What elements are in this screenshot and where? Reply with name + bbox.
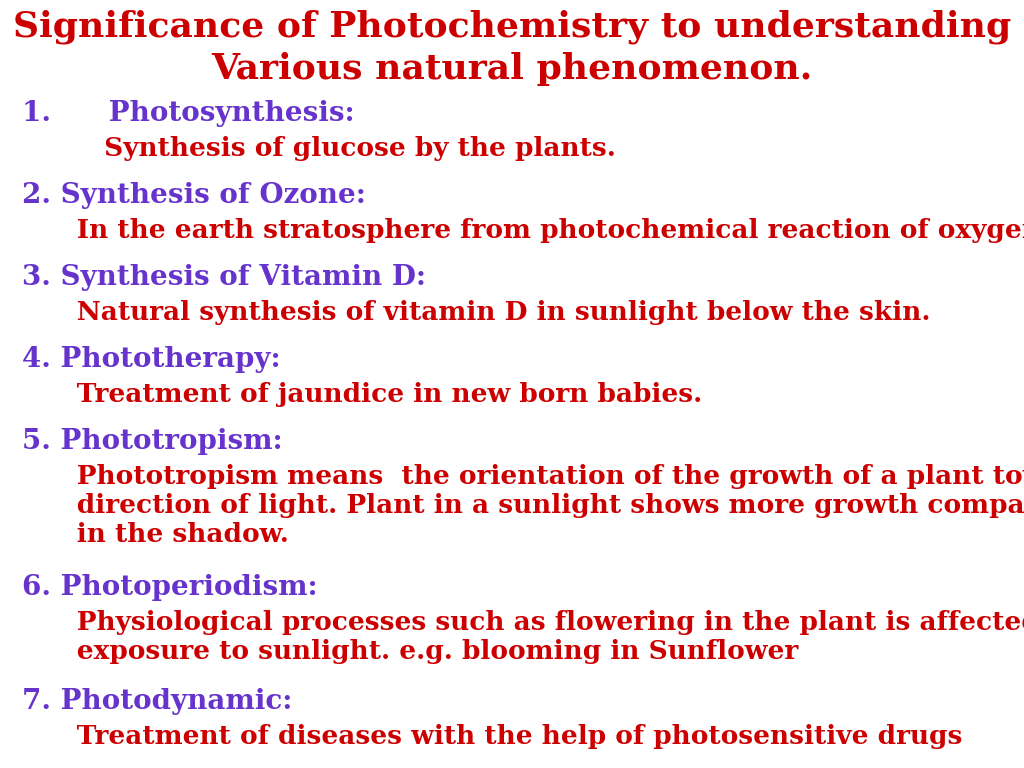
Text: 4. Phototherapy:: 4. Phototherapy: <box>22 346 281 373</box>
Text: 7. Photodynamic:: 7. Photodynamic: <box>22 688 293 715</box>
Text: Physiological processes such as flowering in the plant is affected by length of
: Physiological processes such as flowerin… <box>22 610 1024 664</box>
Text: 1.      Photosynthesis:: 1. Photosynthesis: <box>22 100 354 127</box>
Text: 5. Phototropism:: 5. Phototropism: <box>22 428 283 455</box>
Text: Significance of Photochemistry to understanding: Significance of Photochemistry to unders… <box>13 10 1011 45</box>
Text: Treatment of jaundice in new born babies.: Treatment of jaundice in new born babies… <box>22 382 702 407</box>
Text: Various natural phenomenon.: Various natural phenomenon. <box>211 52 813 86</box>
Text: Treatment of diseases with the help of photosensitive drugs: Treatment of diseases with the help of p… <box>22 724 963 749</box>
Text: Natural synthesis of vitamin D in sunlight below the skin.: Natural synthesis of vitamin D in sunlig… <box>22 300 931 325</box>
Text: 2. Synthesis of Ozone:: 2. Synthesis of Ozone: <box>22 182 366 209</box>
Text: Synthesis of glucose by the plants.: Synthesis of glucose by the plants. <box>22 136 615 161</box>
Text: In the earth stratosphere from photochemical reaction of oxygen.: In the earth stratosphere from photochem… <box>22 218 1024 243</box>
Text: 6. Photoperiodism:: 6. Photoperiodism: <box>22 574 317 601</box>
Text: 3. Synthesis of Vitamin D:: 3. Synthesis of Vitamin D: <box>22 264 426 291</box>
Text: Phototropism means  the orientation of the growth of a plant towards the
      d: Phototropism means the orientation of th… <box>22 464 1024 547</box>
